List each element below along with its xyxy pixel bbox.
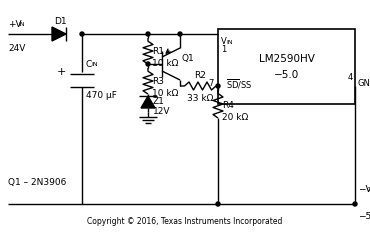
Text: LM2590HV: LM2590HV: [259, 54, 314, 63]
Text: R2: R2: [194, 71, 206, 80]
Text: 20 kΩ: 20 kΩ: [222, 113, 248, 123]
Circle shape: [146, 32, 150, 36]
Text: 24V: 24V: [8, 44, 26, 53]
Text: +V: +V: [8, 20, 21, 29]
Text: Copyright © 2016, Texas Instruments Incorporated: Copyright © 2016, Texas Instruments Inco…: [87, 217, 283, 227]
Text: 1: 1: [221, 45, 226, 55]
Circle shape: [178, 32, 182, 36]
FancyBboxPatch shape: [218, 29, 355, 104]
Circle shape: [146, 62, 150, 66]
Text: 470 μF: 470 μF: [86, 91, 117, 100]
Text: 10 kΩ: 10 kΩ: [152, 58, 178, 67]
Text: R1: R1: [152, 48, 164, 56]
Polygon shape: [141, 96, 155, 108]
Text: IN: IN: [18, 22, 25, 27]
Text: R3: R3: [152, 77, 164, 87]
Text: 10 kΩ: 10 kΩ: [152, 88, 178, 98]
Text: Q1 – 2N3906: Q1 – 2N3906: [8, 178, 66, 186]
Text: IN: IN: [91, 62, 98, 67]
Text: IN: IN: [226, 40, 233, 44]
Text: 12V: 12V: [153, 107, 171, 117]
Text: C: C: [86, 60, 92, 69]
Text: 4: 4: [348, 73, 353, 81]
Text: −5V: −5V: [358, 212, 370, 221]
Text: OUT: OUT: [367, 187, 370, 192]
Text: 33 kΩ: 33 kΩ: [187, 94, 213, 103]
Text: $\overline{\rm SD}$/SS: $\overline{\rm SD}$/SS: [226, 77, 253, 91]
Text: D1: D1: [54, 17, 66, 26]
Text: −5.0: −5.0: [274, 69, 299, 80]
Text: V: V: [221, 37, 227, 47]
Text: −V: −V: [358, 185, 370, 194]
Circle shape: [80, 32, 84, 36]
Text: +: +: [57, 67, 66, 77]
Text: Z1: Z1: [153, 96, 165, 106]
Text: Q1: Q1: [182, 55, 195, 63]
Circle shape: [216, 84, 220, 88]
Text: GND: GND: [358, 80, 370, 88]
Text: R4: R4: [222, 102, 234, 110]
Circle shape: [216, 202, 220, 206]
Circle shape: [353, 202, 357, 206]
Polygon shape: [52, 27, 66, 41]
Text: 7: 7: [209, 80, 214, 88]
